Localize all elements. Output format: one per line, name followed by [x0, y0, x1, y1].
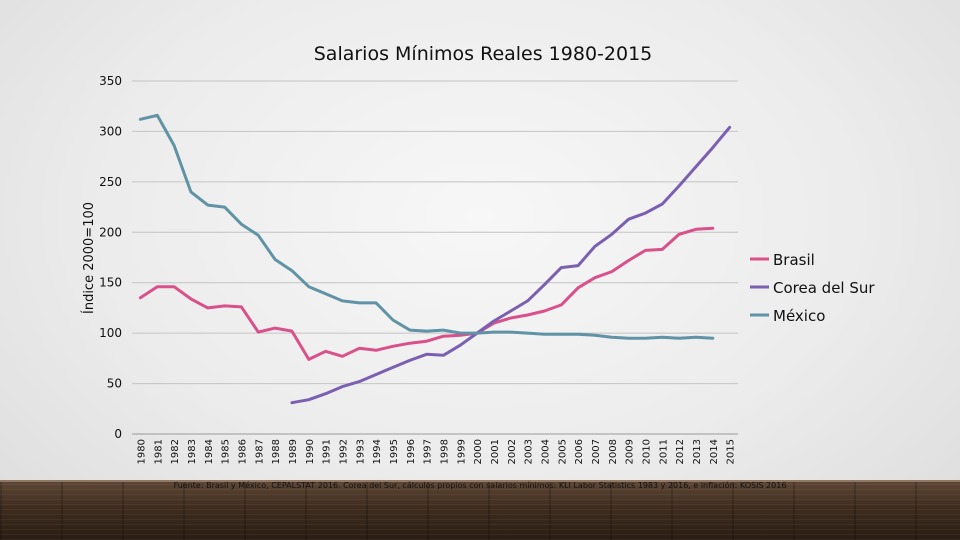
legend: Brasil Corea del Sur México: [750, 251, 875, 325]
x-tick-label: 1982: [170, 439, 181, 464]
series-line-méxico: [138, 113, 715, 340]
x-tick-label: 1992: [338, 439, 349, 464]
legend-label: Brasil: [773, 251, 815, 269]
series-line-corea-del-sur: [290, 125, 732, 405]
chart-title: Salarios Mínimos Reales 1980-2015: [314, 43, 653, 65]
legend-label: Corea del Sur: [773, 279, 875, 297]
y-axis-ticks: 0 50 100 150 200 250 300 350: [99, 74, 122, 441]
x-tick-label: 1984: [204, 439, 215, 464]
x-tick-label: 2015: [726, 439, 737, 464]
x-tick-label: 2004: [540, 439, 551, 464]
x-tick-label: 1995: [389, 439, 400, 464]
y-tick-label: 0: [114, 427, 122, 441]
floor-edge: [0, 480, 960, 483]
x-tick-label: 2001: [490, 439, 501, 464]
x-tick-label: 2006: [574, 439, 585, 464]
x-tick-label: 1985: [221, 439, 232, 464]
y-tick-label: 250: [99, 175, 122, 189]
x-tick-label: 1999: [456, 439, 467, 464]
x-tick-label: 2002: [507, 439, 518, 464]
x-tick-label: 2009: [625, 439, 636, 464]
y-tick-label: 350: [99, 74, 122, 88]
x-tick-label: 2014: [709, 439, 720, 464]
x-tick-label: 1980: [136, 439, 147, 464]
x-tick-label: 1990: [305, 439, 316, 464]
x-axis-ticks: 1980 1981 1982 1983 1984 1985 1986 1987 1988 1989…: [136, 439, 736, 464]
x-tick-label: 2013: [692, 439, 703, 464]
series-line-brasil: [138, 226, 715, 361]
x-tick-label: 2011: [658, 439, 669, 464]
x-tick-label: 1996: [406, 439, 417, 464]
y-tick-label: 200: [99, 225, 122, 239]
x-tick-label: 1986: [237, 439, 248, 464]
x-tick-label: 2008: [608, 439, 619, 464]
x-tick-label: 1988: [271, 439, 282, 464]
x-tick-label: 1983: [187, 439, 198, 464]
x-tick-label: 2007: [591, 439, 602, 464]
x-tick-label: 2003: [524, 439, 535, 464]
x-tick-label: 1993: [355, 439, 366, 464]
x-tick-label: 1989: [288, 439, 299, 464]
x-tick-label: 2005: [557, 439, 568, 464]
y-tick-label: 150: [99, 276, 122, 290]
x-tick-label: 2010: [641, 439, 652, 464]
x-tick-label: 1994: [372, 439, 383, 464]
x-tick-label: 2012: [675, 439, 686, 464]
x-tick-label: 1991: [322, 439, 333, 464]
wood-floor-decoration: [0, 482, 960, 540]
y-tick-label: 300: [99, 124, 122, 138]
x-tick-label: 1997: [423, 439, 434, 464]
x-tick-label: 1987: [254, 439, 265, 464]
y-axis-label: Índice 2000=100: [81, 202, 97, 314]
x-tick-label: 1998: [439, 439, 450, 464]
legend-label: México: [773, 307, 825, 325]
y-tick-label: 50: [107, 377, 122, 391]
gridlines: [132, 80, 738, 435]
source-note: Fuente: Brasil y México, CEPALSTAT 2016.…: [173, 481, 787, 490]
x-tick-label: 1981: [153, 439, 164, 464]
x-tick-label: 2000: [473, 439, 484, 464]
y-tick-label: 100: [99, 326, 122, 340]
series-lines: [138, 113, 732, 405]
